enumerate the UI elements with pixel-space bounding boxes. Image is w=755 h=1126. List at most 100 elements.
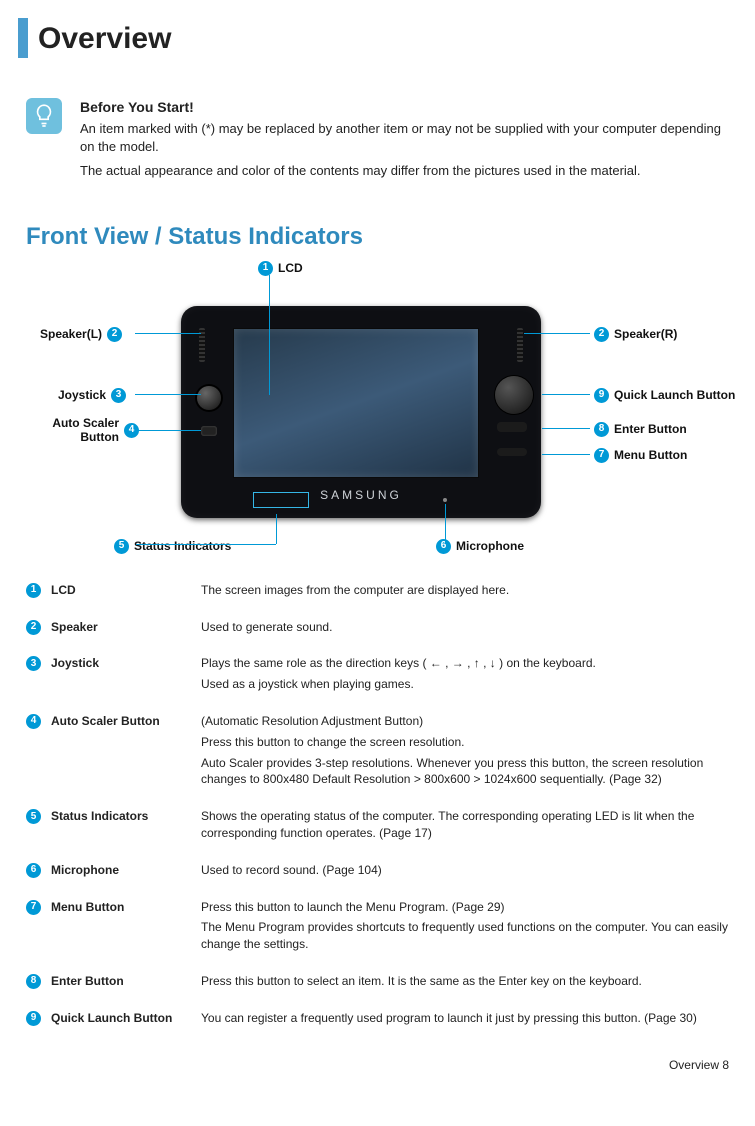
desc-num: 7 [26, 900, 41, 915]
desc-text: Press this button to launch the Menu Pro… [201, 899, 729, 916]
callout-num: 7 [594, 448, 609, 463]
leader-mic [445, 504, 446, 544]
tip-block: Before You Start! An item marked with (*… [26, 98, 729, 186]
desc-menu: 7 Menu Button Press this button to launc… [26, 899, 729, 957]
page-footer: Overview 8 [18, 1057, 729, 1074]
leader-speaker-l [135, 333, 201, 334]
desc-text: Press this button to change the screen r… [201, 734, 729, 751]
callout-quick: 9 Quick Launch Button [594, 387, 735, 404]
desc-num: 2 [26, 620, 41, 635]
callout-num: 5 [114, 539, 129, 554]
desc-mic: 6 Microphone Used to record sound. (Page… [26, 862, 729, 883]
callout-label: Speaker(L) [40, 326, 102, 343]
desc-text: Used to record sound. (Page 104) [201, 862, 729, 879]
callout-label: Microphone [456, 538, 524, 555]
callout-num: 2 [107, 327, 122, 342]
desc-quicklaunch: 9 Quick Launch Button You can register a… [26, 1010, 729, 1031]
device-menu [497, 448, 527, 456]
callout-num: 2 [594, 327, 609, 342]
desc-label: LCD [51, 582, 191, 603]
side-accent-bar [18, 18, 28, 58]
desc-text: Press this button to select an item. It … [201, 973, 729, 990]
callout-menu: 7 Menu Button [594, 447, 687, 464]
desc-text: You can register a frequently used progr… [201, 1010, 729, 1027]
desc-label: Joystick [51, 655, 191, 697]
callout-num: 9 [594, 388, 609, 403]
desc-autoscaler: 4 Auto Scaler Button (Automatic Resoluti… [26, 713, 729, 792]
desc-lcd: 1 LCD The screen images from the compute… [26, 582, 729, 603]
description-list: 1 LCD The screen images from the compute… [26, 582, 729, 1031]
desc-speaker: 2 Speaker Used to generate sound. [26, 619, 729, 640]
callout-mic: 6 Microphone [436, 538, 524, 555]
desc-num: 8 [26, 974, 41, 989]
desc-label: Quick Launch Button [51, 1010, 191, 1031]
page-title: Overview [38, 18, 737, 60]
desc-text: The screen images from the computer are … [201, 582, 729, 599]
callout-speaker-l: 2 Speaker(L) [40, 326, 122, 343]
desc-num: 1 [26, 583, 41, 598]
device-speaker-right [517, 328, 523, 362]
leader-lcd [269, 275, 270, 395]
section-title: Front View / Status Indicators [26, 220, 737, 254]
callout-label: Quick Launch Button [614, 387, 735, 404]
callout-status: 5 Status Indicators [114, 538, 231, 555]
leader-joystick [135, 394, 201, 395]
callout-num: 3 [111, 388, 126, 403]
desc-text: (Automatic Resolution Adjustment Button) [201, 713, 729, 730]
callout-label: LCD [278, 260, 303, 277]
desc-enter: 8 Enter Button Press this button to sele… [26, 973, 729, 994]
callout-label: Menu Button [614, 447, 687, 464]
tip-line-1: An item marked with (*) may be replaced … [80, 120, 729, 156]
callout-label: Joystick [58, 387, 106, 404]
desc-status: 5 Status Indicators Shows the operating … [26, 808, 729, 846]
leader-speaker-r [524, 333, 590, 334]
desc-num: 6 [26, 863, 41, 878]
callout-num: 6 [436, 539, 451, 554]
leader-menu [542, 454, 590, 455]
desc-text: Shows the operating status of the comput… [201, 808, 729, 842]
desc-label: Auto Scaler Button [51, 713, 191, 792]
desc-num: 5 [26, 809, 41, 824]
callout-num: 1 [258, 261, 273, 276]
desc-text: The Menu Program provides shortcuts to f… [201, 919, 729, 953]
desc-num: 3 [26, 656, 41, 671]
desc-label: Menu Button [51, 899, 191, 957]
device-status-indicator-outline [253, 492, 309, 508]
front-view-diagram: SAMSUNG 1 LCD 2 Speaker(L) 3 Joystick 4 … [26, 260, 729, 570]
device-brand: SAMSUNG [320, 487, 402, 504]
leader-status [276, 514, 277, 544]
desc-label: Microphone [51, 862, 191, 883]
desc-num: 9 [26, 1011, 41, 1026]
device-joystick [197, 386, 221, 410]
device-body: SAMSUNG [181, 306, 541, 518]
leader-enter [542, 428, 590, 429]
callout-enter: 8 Enter Button [594, 421, 687, 438]
lightbulb-icon [26, 98, 62, 134]
device-microphone [443, 498, 447, 502]
desc-text: Plays the same role as the direction key… [201, 655, 729, 672]
desc-label: Enter Button [51, 973, 191, 994]
callout-label: Auto Scaler Button [43, 416, 119, 445]
leader-autoscaler [135, 430, 201, 431]
desc-joystick: 3 Joystick Plays the same role as the di… [26, 655, 729, 697]
tip-title: Before You Start! [80, 98, 729, 118]
leader-quick [542, 394, 590, 395]
callout-joystick: 3 Joystick [58, 387, 126, 404]
callout-speaker-r: 2 Speaker(R) [594, 326, 677, 343]
tip-line-2: The actual appearance and color of the c… [80, 162, 729, 180]
desc-label: Status Indicators [51, 808, 191, 846]
desc-text: Used to generate sound. [201, 619, 729, 636]
desc-num: 4 [26, 714, 41, 729]
leader-status-h [136, 544, 276, 545]
callout-num: 8 [594, 422, 609, 437]
device-autoscaler [201, 426, 217, 436]
callout-autoscaler: 4 Auto Scaler Button [43, 416, 139, 445]
callout-label: Status Indicators [134, 538, 231, 555]
callout-lcd: 1 LCD [258, 260, 303, 277]
device-enter [497, 422, 527, 432]
desc-text: Used as a joystick when playing games. [201, 676, 729, 693]
callout-label: Enter Button [614, 421, 687, 438]
callout-label: Speaker(R) [614, 326, 677, 343]
device-quick-launch [495, 376, 533, 414]
desc-text: Auto Scaler provides 3-step resolutions.… [201, 755, 729, 789]
